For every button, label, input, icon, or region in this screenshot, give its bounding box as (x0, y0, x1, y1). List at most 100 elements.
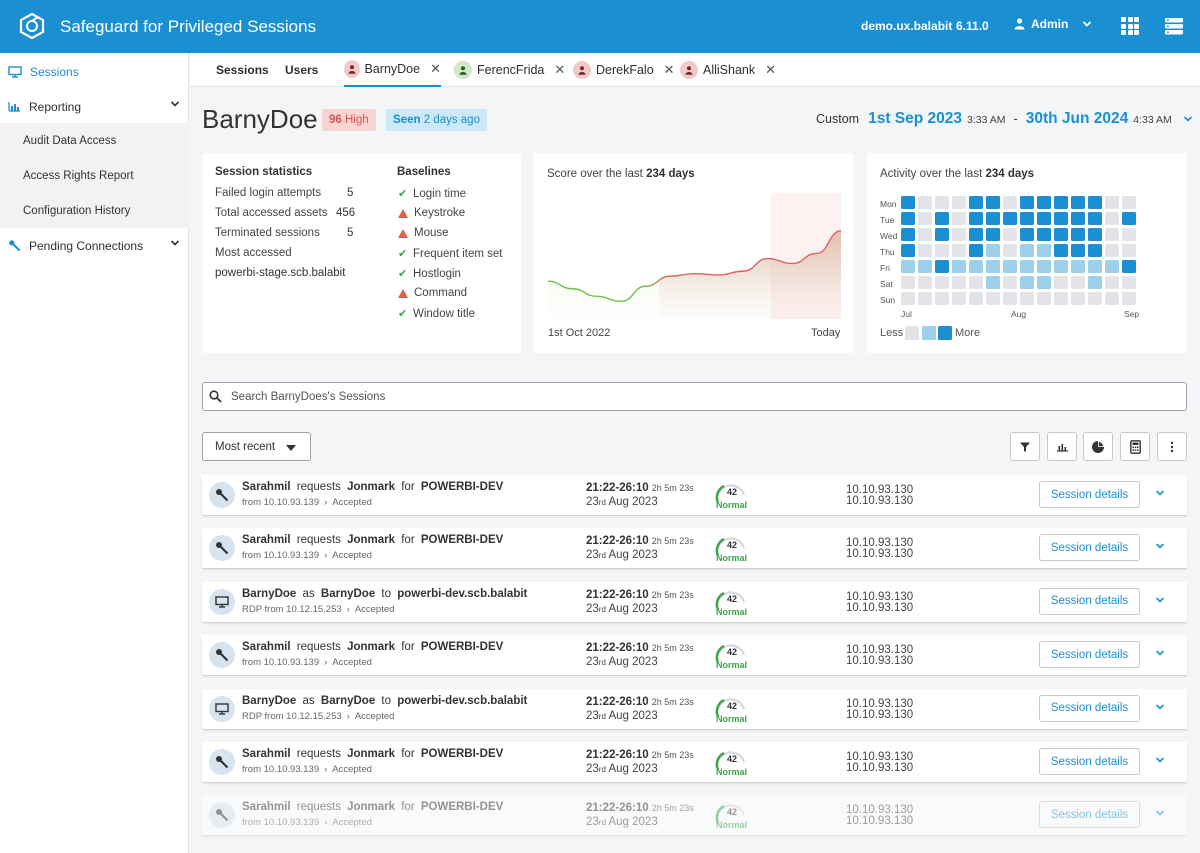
calculator-button[interactable] (1120, 432, 1150, 461)
heatmap-cell[interactable] (1003, 260, 1017, 273)
heatmap-cell[interactable] (918, 292, 932, 305)
heatmap-cell[interactable] (1037, 244, 1051, 257)
heatmap-cell[interactable] (1088, 228, 1102, 241)
bar-chart-button[interactable] (1047, 432, 1077, 461)
heatmap-cell[interactable] (986, 244, 1000, 257)
heatmap-cell[interactable] (1003, 244, 1017, 257)
date-range-picker[interactable]: Custom 1st Sep 2023 3:33 AM - 30th Jun 2… (816, 110, 1193, 128)
user-menu[interactable]: Admin (1014, 17, 1092, 31)
chevron-down-icon[interactable] (1155, 703, 1165, 711)
chevron-down-icon[interactable] (1155, 756, 1165, 764)
heatmap-cell[interactable] (952, 228, 966, 241)
heatmap-cell[interactable] (952, 292, 966, 305)
chevron-down-icon[interactable] (1155, 596, 1165, 604)
heatmap-cell[interactable] (986, 196, 1000, 209)
heatmap-cell[interactable] (986, 276, 1000, 289)
sidebar-item-configuration-history[interactable]: Configuration History (0, 193, 189, 228)
heatmap-cell[interactable] (952, 260, 966, 273)
filter-button[interactable] (1010, 432, 1040, 461)
heatmap-cell[interactable] (1020, 292, 1034, 305)
heatmap-cell[interactable] (952, 212, 966, 225)
heatmap-cell[interactable] (918, 212, 932, 225)
heatmap-cell[interactable] (1020, 212, 1034, 225)
heatmap-cell[interactable] (1071, 196, 1085, 209)
heatmap-cell[interactable] (1071, 228, 1085, 241)
heatmap-cell[interactable] (1071, 276, 1085, 289)
heatmap-cell[interactable] (969, 260, 983, 273)
heatmap-cell[interactable] (1020, 196, 1034, 209)
heatmap-cell[interactable] (1037, 228, 1051, 241)
heatmap-cell[interactable] (1037, 212, 1051, 225)
heatmap-cell[interactable] (1071, 260, 1085, 273)
session-details-button[interactable]: Session details (1039, 587, 1140, 615)
heatmap-cell[interactable] (1071, 212, 1085, 225)
heatmap-cell[interactable] (1037, 196, 1051, 209)
heatmap-cell[interactable] (1122, 196, 1136, 209)
heatmap-cell[interactable] (901, 260, 915, 273)
heatmap-cell[interactable] (935, 244, 949, 257)
sidebar-item-audit-data-access[interactable]: Audit Data Access (0, 123, 189, 158)
heatmap-cell[interactable] (901, 276, 915, 289)
heatmap-cell[interactable] (1122, 292, 1136, 305)
heatmap-cell[interactable] (1088, 212, 1102, 225)
heatmap-cell[interactable] (918, 228, 932, 241)
tab-derekfalo[interactable]: DerekFalo ✕ (573, 53, 675, 87)
app-grid-icon[interactable] (1121, 17, 1139, 35)
heatmap-cell[interactable] (1054, 276, 1068, 289)
heatmap-cell[interactable] (1122, 260, 1136, 273)
session-details-button[interactable]: Session details (1039, 534, 1140, 562)
heatmap-cell[interactable] (935, 260, 949, 273)
heatmap-cell[interactable] (969, 244, 983, 257)
sidebar-item-access-rights-report[interactable]: Access Rights Report (0, 158, 189, 193)
search-input[interactable]: Search BarnyDoes's Sessions (202, 382, 1187, 411)
chevron-down-icon[interactable] (1155, 489, 1165, 497)
session-details-button[interactable]: Session details (1039, 748, 1140, 775)
heatmap-cell[interactable] (969, 228, 983, 241)
heatmap-cell[interactable] (986, 212, 1000, 225)
heatmap-cell[interactable] (1105, 260, 1119, 273)
heatmap-cell[interactable] (1071, 292, 1085, 305)
sort-dropdown[interactable]: Most recent (202, 432, 311, 461)
heatmap-cell[interactable] (1003, 276, 1017, 289)
heatmap-cell[interactable] (1003, 196, 1017, 209)
heatmap-cell[interactable] (918, 276, 932, 289)
heatmap-cell[interactable] (918, 260, 932, 273)
heatmap-cell[interactable] (901, 196, 915, 209)
heatmap-cell[interactable] (1105, 292, 1119, 305)
heatmap-cell[interactable] (1037, 292, 1051, 305)
heatmap-cell[interactable] (1088, 244, 1102, 257)
close-icon[interactable]: ✕ (554, 62, 566, 77)
heatmap-cell[interactable] (1122, 212, 1136, 225)
heatmap-cell[interactable] (1037, 276, 1051, 289)
heatmap-cell[interactable] (1003, 212, 1017, 225)
heatmap-cell[interactable] (1088, 260, 1102, 273)
heatmap-cell[interactable] (1105, 276, 1119, 289)
heatmap-cell[interactable] (1054, 292, 1068, 305)
heatmap-cell[interactable] (1054, 260, 1068, 273)
server-icon[interactable] (1164, 16, 1184, 36)
chevron-down-icon[interactable] (1155, 809, 1165, 817)
heatmap-cell[interactable] (952, 244, 966, 257)
sidebar-item-sessions[interactable]: Sessions (0, 54, 189, 89)
heatmap-cell[interactable] (986, 292, 1000, 305)
heatmap-cell[interactable] (1054, 228, 1068, 241)
session-row[interactable]: BarnyDoe as BarnyDoe to powerbi-dev.scb.… (202, 688, 1187, 729)
heatmap-cell[interactable] (1088, 292, 1102, 305)
heatmap-cell[interactable] (986, 228, 1000, 241)
heatmap-cell[interactable] (918, 244, 932, 257)
tab-ferencfrida[interactable]: FerencFrida ✕ (454, 53, 565, 87)
tab-allishank[interactable]: AlliShank ✕ (680, 53, 776, 87)
heatmap-cell[interactable] (969, 292, 983, 305)
heatmap-cell[interactable] (935, 292, 949, 305)
heatmap-cell[interactable] (1020, 244, 1034, 257)
heatmap-cell[interactable] (1020, 228, 1034, 241)
sidebar-item-reporting[interactable]: Reporting (0, 89, 189, 124)
heatmap-cell[interactable] (969, 196, 983, 209)
heatmap-cell[interactable] (1088, 276, 1102, 289)
heatmap-cell[interactable] (901, 292, 915, 305)
heatmap-cell[interactable] (935, 196, 949, 209)
session-details-button[interactable]: Session details (1039, 694, 1140, 722)
heatmap-cell[interactable] (1122, 244, 1136, 257)
session-row[interactable]: Sarahmil requests Jonmark for POWERBI-DE… (202, 742, 1187, 782)
session-row[interactable]: Sarahmil requests Jonmark for POWERBI-DE… (202, 475, 1187, 515)
